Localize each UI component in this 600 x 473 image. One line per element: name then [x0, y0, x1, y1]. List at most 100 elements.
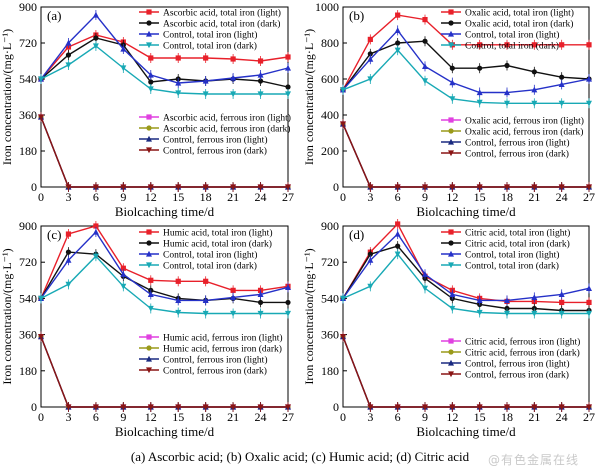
legend-entry: Control, ferrous iron (light) [465, 138, 569, 149]
data-point [257, 91, 264, 98]
legend-swatch-marker [146, 125, 152, 131]
data-point [449, 65, 455, 71]
data-point [586, 100, 592, 107]
series-3 [38, 10, 291, 88]
data-point [476, 184, 483, 191]
y-tick-label: 360 [19, 108, 37, 122]
data-point [449, 184, 456, 191]
data-point [531, 294, 538, 300]
series-line [342, 253, 589, 315]
legend: Citric acid, ferrous iron (light)Citric … [441, 337, 580, 381]
series-8 [340, 331, 592, 412]
data-point [92, 404, 99, 411]
legend-entry: Humic acid, ferrous iron (dark) [163, 344, 282, 355]
series-line [40, 225, 289, 299]
data-point [175, 404, 182, 411]
data-point [65, 249, 72, 255]
data-point [394, 47, 401, 54]
panel-label: (d) [349, 227, 364, 242]
data-point [367, 51, 373, 57]
data-point [367, 404, 374, 411]
legend-swatch-marker [146, 135, 152, 142]
legend-entry: Control, ferrous iron (dark) [465, 370, 569, 381]
data-point [367, 251, 373, 257]
y-axis-label: Iron concentration/(mg·L⁻¹) [302, 29, 316, 165]
series-line [342, 336, 589, 408]
series-line [40, 13, 289, 84]
legend-swatch-marker [448, 30, 454, 37]
data-point [230, 287, 236, 293]
data-point [147, 184, 154, 191]
chart-panel-2: 0 3 6 9 12 15 18 21 24 27 0 200 400 600 800 1000 Biolcac… [302, 0, 595, 219]
y-tick-label: 600 [321, 72, 339, 86]
data-point [230, 56, 236, 62]
data-point [202, 310, 209, 317]
x-tick-label: 27 [583, 190, 595, 204]
series-line [40, 336, 288, 408]
data-point [504, 184, 510, 191]
x-tick-label: 18 [501, 410, 513, 424]
legend-swatch-marker [448, 150, 454, 157]
x-tick-label: 18 [200, 410, 212, 424]
legend-swatch-marker [146, 334, 152, 340]
y-tick-label: 720 [321, 255, 339, 269]
series-3 [340, 229, 592, 306]
x-tick-label: 0 [38, 410, 44, 424]
data-point [120, 45, 127, 52]
series-line [40, 251, 288, 304]
data-point [367, 76, 374, 83]
series-line [40, 34, 289, 80]
legend-entry: Oxalic acid, ferrous iron (light) [465, 116, 584, 127]
legend: Ascorbic acid, ferrous iron (light)Ascor… [139, 113, 291, 157]
y-tick-label: 200 [321, 144, 339, 158]
legend-entry: Humic acid, total iron (dark) [163, 239, 272, 250]
legend: Ascorbic acid, total iron (light)Ascorbi… [139, 8, 281, 52]
data-point [120, 283, 127, 290]
legend-swatch-marker [146, 355, 152, 362]
data-point [394, 27, 401, 33]
legend-entry: Oxalic acid, ferrous iron (dark) [465, 127, 583, 138]
legend-entry: Ascorbic acid, ferrous iron (dark) [163, 124, 290, 135]
x-tick-label: 21 [227, 410, 239, 424]
data-point [147, 404, 154, 411]
series-8 [38, 331, 291, 412]
data-point [92, 43, 99, 50]
series-line [342, 232, 590, 302]
data-point [558, 100, 565, 107]
data-point [476, 89, 483, 96]
series-3 [340, 25, 592, 98]
x-tick-label: 0 [340, 410, 346, 424]
data-point [65, 281, 72, 288]
legend-swatch-marker [448, 359, 454, 366]
data-point [558, 81, 565, 87]
data-point [449, 305, 456, 312]
data-point [340, 334, 346, 340]
x-tick-label: 15 [172, 410, 184, 424]
legend-entry: Citric acid, total iron (dark) [465, 239, 570, 250]
data-point [394, 404, 401, 411]
y-tick-label: 180 [321, 364, 339, 378]
data-point [504, 62, 510, 69]
legend-swatch-marker [146, 9, 152, 15]
data-point [476, 99, 483, 106]
data-point [531, 86, 538, 93]
data-point [147, 305, 154, 312]
legend-swatch-marker [448, 128, 454, 134]
data-point [476, 404, 483, 411]
series-line [40, 230, 289, 302]
x-tick-label: 15 [474, 190, 486, 204]
legend-swatch-marker [448, 138, 454, 145]
x-tick-label: 3 [367, 190, 373, 204]
legend: Oxalic acid, total iron (light)Oxalic ac… [441, 8, 574, 52]
data-point [285, 299, 291, 306]
data-point [285, 284, 291, 290]
legend-entry: Control, ferrous iron (light) [163, 355, 267, 366]
data-point [531, 310, 538, 317]
data-point [230, 404, 237, 411]
legend-swatch-marker [448, 20, 454, 26]
data-point [586, 404, 592, 411]
x-tick-label: 0 [38, 190, 44, 204]
series-4 [38, 41, 291, 99]
y-tick-label: 900 [19, 0, 37, 14]
data-point [230, 310, 237, 317]
